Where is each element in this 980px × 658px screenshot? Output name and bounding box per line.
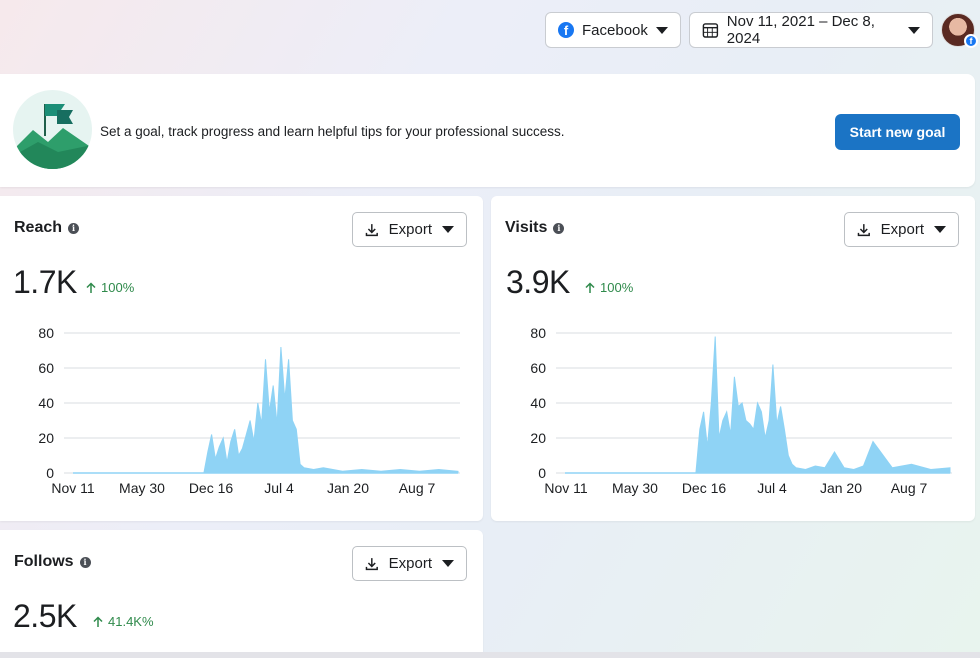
y-tick-label: 80 xyxy=(530,325,546,341)
date-range-dropdown[interactable]: Nov 11, 2021 – Dec 8, 2024 xyxy=(689,12,933,48)
series-area xyxy=(73,346,459,474)
export-label: Export xyxy=(388,221,432,238)
caret-down-icon xyxy=(442,560,454,567)
x-tick-label: Aug 7 xyxy=(891,480,928,496)
export-button[interactable]: Export xyxy=(352,212,467,247)
y-tick-label: 60 xyxy=(38,360,54,376)
export-button[interactable]: Export xyxy=(844,212,959,247)
download-icon xyxy=(857,223,870,236)
arrow-up-icon xyxy=(585,281,595,293)
x-tick-label: May 30 xyxy=(612,480,658,496)
visits-title: Visits xyxy=(505,219,548,236)
avatar[interactable]: f xyxy=(941,13,978,48)
follows-card: Follows i Export 2.5K 41.4K% xyxy=(0,530,483,658)
caret-down-icon xyxy=(908,26,920,34)
arrow-up-icon xyxy=(86,281,96,293)
info-icon[interactable]: i xyxy=(553,222,565,234)
start-new-goal-button[interactable]: Start new goal xyxy=(835,114,960,150)
arrow-up-icon xyxy=(93,615,103,627)
visits-delta: 100% xyxy=(584,280,633,295)
download-icon xyxy=(365,223,378,236)
card-title: Visits i xyxy=(505,219,565,237)
y-tick-label: 40 xyxy=(530,395,546,411)
visits-chart: 0 20 40 60 80 Nov 11 May 30 Dec 16 Jul 4 Jan 20 Au… xyxy=(530,325,952,496)
info-icon[interactable]: i xyxy=(68,222,80,234)
reach-title: Reach xyxy=(14,219,63,236)
x-tick-label: Dec 16 xyxy=(682,480,727,496)
caret-down-icon xyxy=(934,226,946,233)
caret-down-icon xyxy=(442,226,454,233)
y-tick-label: 20 xyxy=(530,430,546,446)
follows-title: Follows xyxy=(14,553,74,570)
bottom-strip xyxy=(0,652,980,658)
platform-label: Facebook xyxy=(582,21,648,39)
y-tick-label: 60 xyxy=(530,360,546,376)
reach-delta-value: 100% xyxy=(101,280,135,295)
calendar-icon xyxy=(702,23,719,38)
export-label: Export xyxy=(880,221,924,238)
follows-delta-value: 41.4K% xyxy=(108,614,154,629)
card-title: Reach i xyxy=(14,219,80,237)
x-tick-label: Nov 11 xyxy=(544,480,588,496)
info-icon[interactable]: i xyxy=(79,556,91,568)
export-button[interactable]: Export xyxy=(352,546,467,581)
y-tick-label: 20 xyxy=(38,430,54,446)
x-tick-label: Jan 20 xyxy=(820,480,862,496)
date-range-label: Nov 11, 2021 – Dec 8, 2024 xyxy=(726,13,875,47)
goal-description: Set a goal, track progress and learn hel… xyxy=(100,124,565,139)
goal-flag-icon xyxy=(13,90,92,169)
x-tick-label: Aug 7 xyxy=(399,480,436,496)
visits-card: Visits i Export 3.9K 100% 0 20 40 60 80 Nov 1… xyxy=(491,196,975,521)
facebook-icon: f xyxy=(558,22,574,38)
x-tick-label: Dec 16 xyxy=(189,480,234,496)
reach-chart: 0 20 40 60 80 Nov 11 May 30 Dec 16 Jul 4 Jan 20 Au… xyxy=(38,325,460,496)
export-label: Export xyxy=(388,555,432,572)
reach-card: Reach i Export 1.7K 100% 0 20 40 60 80 Nov 11… xyxy=(0,196,483,521)
y-tick-label: 40 xyxy=(38,395,54,411)
y-tick-label: 0 xyxy=(46,465,54,481)
caret-down-icon xyxy=(656,26,668,34)
facebook-icon: f xyxy=(964,34,978,48)
download-icon xyxy=(365,557,378,570)
card-title: Follows i xyxy=(14,553,91,571)
y-tick-label: 0 xyxy=(538,465,546,481)
follows-delta: 41.4K% xyxy=(92,614,154,629)
x-tick-label: Jul 4 xyxy=(757,480,787,496)
series-area xyxy=(565,336,951,474)
reach-delta: 100% xyxy=(85,280,134,295)
x-tick-label: Jan 20 xyxy=(327,480,369,496)
reach-value: 1.7K xyxy=(13,264,77,300)
y-tick-label: 80 xyxy=(38,325,54,341)
x-tick-label: May 30 xyxy=(119,480,165,496)
x-tick-label: Nov 11 xyxy=(51,480,95,496)
goal-card: Set a goal, track progress and learn hel… xyxy=(0,74,975,187)
visits-delta-value: 100% xyxy=(600,280,634,295)
follows-value: 2.5K xyxy=(13,598,77,634)
visits-value: 3.9K xyxy=(506,264,570,300)
x-tick-label: Jul 4 xyxy=(264,480,294,496)
platform-dropdown[interactable]: f Facebook xyxy=(545,12,681,48)
top-bar: f Facebook Nov 11, 2021 – Dec 8, 2024 f xyxy=(0,12,980,48)
